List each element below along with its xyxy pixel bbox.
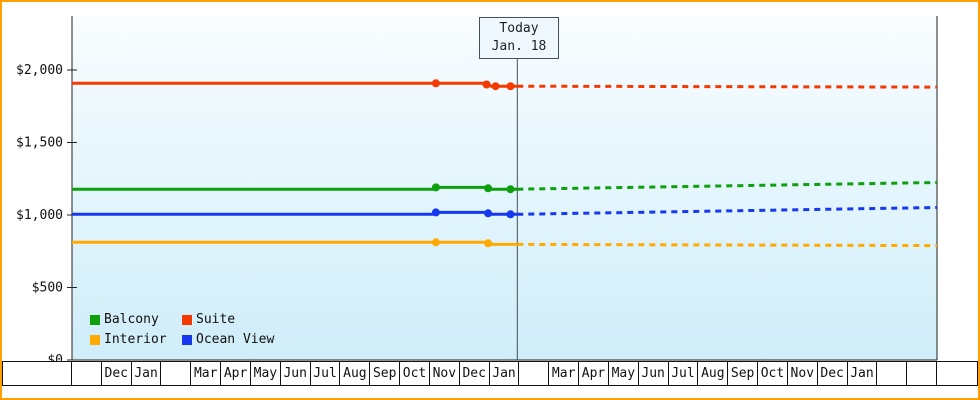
month-cell-jan: Jan xyxy=(848,362,878,385)
series-point-balcony xyxy=(506,185,515,194)
month-cell-jan: Jan xyxy=(132,362,162,385)
month-cell-jun: Jun xyxy=(639,362,669,385)
month-cell-jan: Jan xyxy=(490,362,520,385)
month-cell-empty xyxy=(877,362,908,385)
x-axis-month-row: Dec Jan Mar Apr May Jun Jul Aug Sep Oct Nov Dec Jan M… xyxy=(2,361,978,386)
month-cell-oct: Oct xyxy=(758,362,788,385)
month-cell-jun: Jun xyxy=(281,362,311,385)
legend-label: Interior xyxy=(104,332,167,347)
month-cell-apr: Apr xyxy=(579,362,609,385)
month-cell-sep: Sep xyxy=(370,362,401,385)
series-forecast-balcony xyxy=(517,181,938,191)
month-cell-empty xyxy=(161,362,192,385)
month-cell-aug: Aug xyxy=(698,362,729,385)
series-point-ocean-view xyxy=(484,209,493,218)
series-point-balcony xyxy=(431,183,440,192)
legend-item-ocean-view: Ocean View xyxy=(182,332,274,347)
today-date: Jan. 18 xyxy=(491,39,547,54)
month-cell-jul: Jul xyxy=(669,362,699,385)
month-cell-mar: Mar xyxy=(191,362,222,385)
series-point-suite xyxy=(491,82,500,91)
legend-label: Suite xyxy=(196,312,236,327)
y-axis-label: $2,000 xyxy=(16,63,63,78)
month-cell-oct: Oct xyxy=(400,362,430,385)
month-cell-may: May xyxy=(609,362,639,385)
month-cell-empty xyxy=(519,362,550,385)
month-cell-apr: Apr xyxy=(221,362,251,385)
y-axis-label: $1,500 xyxy=(16,136,63,151)
today-marker-box: Today Jan. 18 xyxy=(479,17,559,59)
month-cell-aug: Aug xyxy=(340,362,371,385)
series-forecast-ocean-view xyxy=(517,206,938,216)
series-point-interior xyxy=(431,238,440,247)
series-point-suite xyxy=(431,79,440,88)
month-spacer xyxy=(3,362,72,385)
month-cell-nov: Nov xyxy=(430,362,460,385)
month-cell-empty xyxy=(72,362,102,385)
legend-item-suite: Suite xyxy=(182,312,274,327)
legend-swatch-icon xyxy=(182,314,192,325)
y-axis-label: $500 xyxy=(32,281,63,296)
month-cell-dec: Dec xyxy=(818,362,848,385)
month-cell-nov: Nov xyxy=(788,362,818,385)
legend-swatch-icon xyxy=(90,334,100,345)
today-label: Today xyxy=(499,21,539,36)
legend-item-balcony: Balcony xyxy=(90,312,182,327)
series-line-balcony xyxy=(72,185,518,191)
series-forecast-suite xyxy=(517,84,938,89)
month-cell-mar: Mar xyxy=(549,362,580,385)
month-cell-jul: Jul xyxy=(311,362,341,385)
month-cell-may: May xyxy=(251,362,281,385)
legend-item-interior: Interior xyxy=(90,332,182,347)
month-cell-sep: Sep xyxy=(728,362,759,385)
series-line-ocean-view xyxy=(72,210,518,216)
month-cell-dec: Dec xyxy=(102,362,132,385)
legend-swatch-icon xyxy=(90,314,100,325)
series-point-ocean-view xyxy=(506,210,515,219)
chart-legend: Balcony Suite Interior Ocean View xyxy=(90,312,274,347)
series-point-ocean-view xyxy=(431,208,440,217)
month-cell-empty xyxy=(907,362,938,385)
month-cell-dec: Dec xyxy=(460,362,490,385)
series-forecast-interior xyxy=(517,242,938,248)
series-point-balcony xyxy=(484,184,493,193)
legend-label: Balcony xyxy=(104,312,159,327)
legend-label: Ocean View xyxy=(196,332,275,347)
series-point-suite xyxy=(482,80,491,89)
month-spacer xyxy=(937,362,977,385)
series-point-interior xyxy=(484,239,493,248)
series-point-suite xyxy=(506,82,515,91)
legend-swatch-icon xyxy=(182,334,192,345)
y-axis-label: $1,000 xyxy=(16,208,63,223)
